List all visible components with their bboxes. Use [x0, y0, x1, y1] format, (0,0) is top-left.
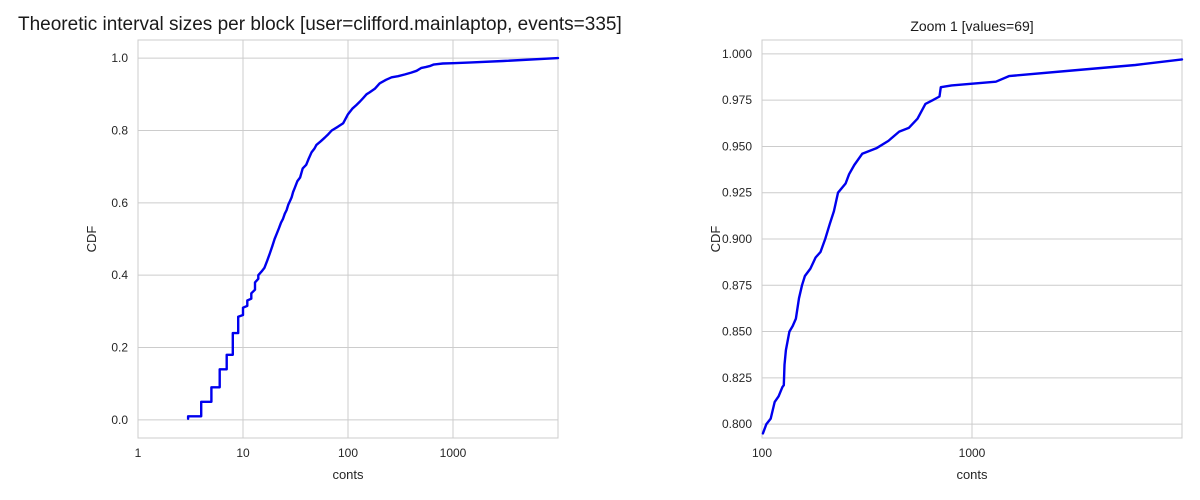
main-ytick-label: 0.4: [111, 268, 128, 282]
zoom-plot-frame: [761, 39, 1183, 439]
zoom-ytick-label: 0.875: [722, 278, 752, 292]
zoom-ytick-label: 0.975: [722, 93, 752, 107]
zoom-xtick-label: 100: [752, 446, 772, 460]
zoom-ytick-label: 0.925: [722, 186, 752, 200]
main-ytick-label: 1.0: [111, 51, 128, 65]
main-ytick-label: 0.8: [111, 123, 128, 137]
zoom-xtick-label: 1000: [959, 446, 986, 460]
main-x-axis-label: conts: [332, 467, 364, 482]
zoom-ytick-label: 0.825: [722, 371, 752, 385]
main-xtick-label: 1000: [440, 446, 467, 460]
chart-title-main: Theoretic interval sizes per block [user…: [18, 14, 622, 35]
zoom-cdf-plot: 0.800 0.825 0.850 0.875 0.900 0.925 0.950 0.975…: [708, 39, 1184, 482]
chart-title-zoom: Zoom 1 [values=69]: [910, 18, 1034, 34]
main-xtick-label: 1: [135, 446, 142, 460]
main-xtick-label: 10: [236, 446, 250, 460]
main-y-axis-label: CDF: [84, 226, 99, 253]
zoom-y-axis-label: CDF: [708, 226, 723, 253]
main-cdf-line-0: [186, 56, 560, 420]
main-xtick-label: 100: [338, 446, 358, 460]
main-ytick-label: 0.0: [111, 413, 128, 427]
zoom-ytick-label: 1.000: [722, 47, 752, 61]
main-ytick-label: 0.6: [111, 196, 128, 210]
main-ytick-label: 0.2: [111, 341, 128, 355]
main-cdf-plot: 0.0 0.2 0.4 0.6 0.8 1.0 1 10 100 1000 conts CDF: [84, 39, 560, 482]
main-plot-frame: [137, 39, 559, 439]
zoom-ytick-label: 0.900: [722, 232, 752, 246]
zoom-ytick-label: 0.850: [722, 325, 752, 339]
zoom-cdf-line-0: [761, 58, 1184, 435]
zoom-ytick-label: 0.800: [722, 417, 752, 431]
zoom-ytick-label: 0.950: [722, 139, 752, 153]
zoom-x-axis-label: conts: [956, 467, 988, 482]
